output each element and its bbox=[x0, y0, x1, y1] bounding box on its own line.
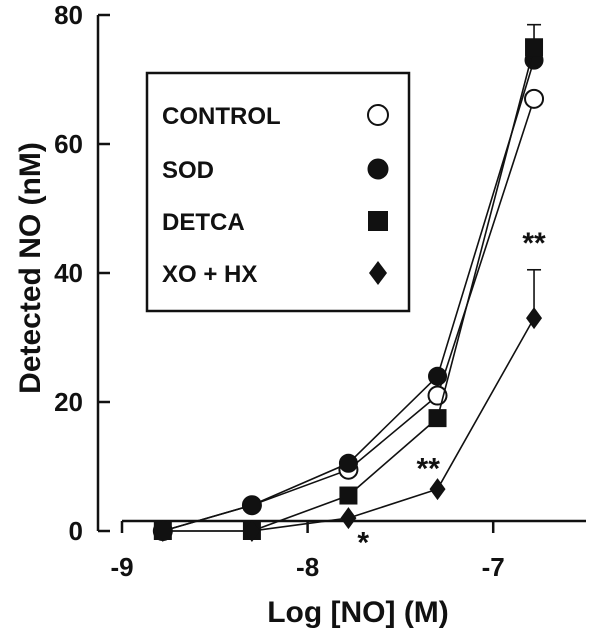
legend-box bbox=[145, 71, 411, 313]
series-xo-hx bbox=[154, 268, 543, 542]
series-layer bbox=[152, 23, 545, 542]
data-point bbox=[428, 409, 447, 428]
legend-label: CONTROL bbox=[162, 103, 281, 130]
legend: CONTROL SOD DETCA XO + HX bbox=[145, 71, 411, 313]
x-tick-label: -8 bbox=[296, 552, 319, 582]
data-point bbox=[526, 307, 543, 330]
significance-marker: ** bbox=[417, 453, 441, 486]
data-point bbox=[525, 38, 544, 57]
legend-label: DETCA bbox=[162, 209, 245, 236]
y-tick-label: 60 bbox=[54, 129, 83, 159]
legend-label: SOD bbox=[162, 157, 214, 184]
data-point bbox=[338, 453, 358, 473]
ticks: 0 20 40 60 80 -9 -8 -7 bbox=[54, 0, 505, 582]
legend-label: XO + HX bbox=[162, 261, 257, 288]
annotations: ***** bbox=[357, 227, 546, 560]
y-tick-label: 0 bbox=[69, 516, 83, 546]
x-tick-label: -9 bbox=[110, 552, 133, 582]
legend-marker bbox=[367, 104, 389, 126]
y-axis-title: Detected NO (nM) bbox=[14, 142, 47, 394]
y-tick-label: 20 bbox=[54, 387, 83, 417]
y-tick-label: 80 bbox=[54, 0, 83, 30]
data-point bbox=[242, 495, 262, 515]
x-tick-label: -7 bbox=[482, 552, 505, 582]
data-point bbox=[429, 478, 446, 501]
legend-marker bbox=[368, 211, 388, 231]
data-point bbox=[243, 520, 260, 542]
significance-marker: * bbox=[357, 527, 369, 560]
legend-marker bbox=[367, 158, 389, 180]
y-tick-label: 40 bbox=[54, 258, 83, 288]
data-point bbox=[154, 520, 171, 542]
legend-marker bbox=[369, 261, 387, 285]
data-point bbox=[340, 507, 357, 530]
x-axis-title: Log [NO] (M) bbox=[267, 596, 449, 629]
significance-marker: ** bbox=[522, 227, 546, 260]
data-point bbox=[428, 366, 448, 386]
data-point bbox=[339, 486, 358, 505]
data-point bbox=[524, 88, 545, 109]
